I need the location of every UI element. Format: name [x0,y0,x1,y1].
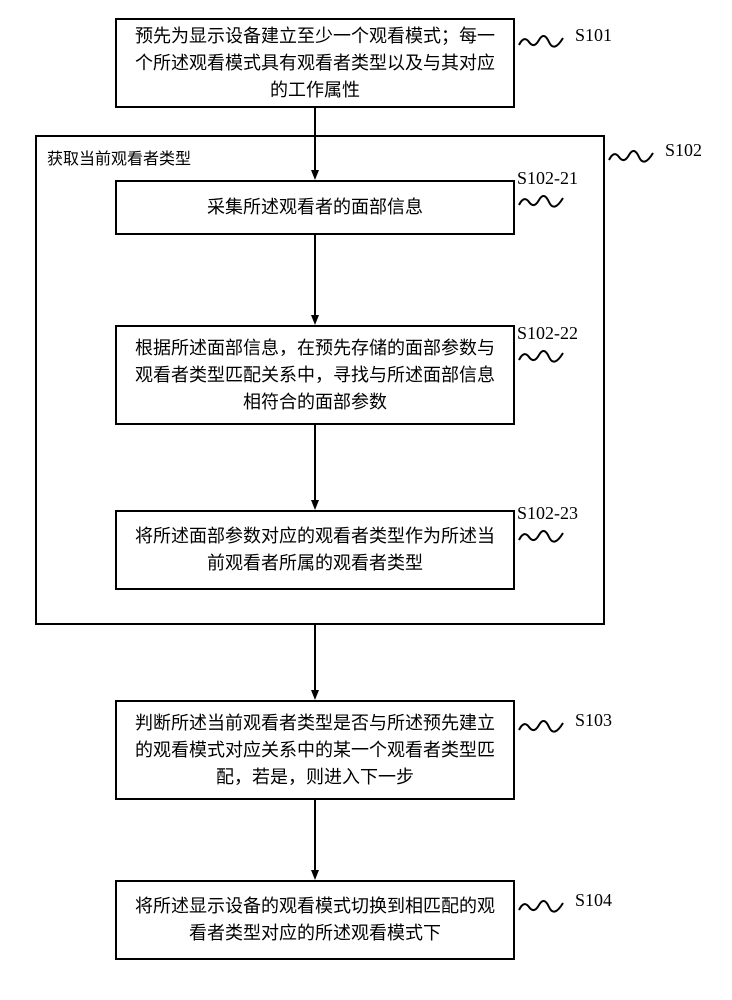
node-s104-text: 将所述显示设备的观看模式切换到相匹配的观看者类型对应的所述观看模式下 [131,893,499,947]
squiggle-s103 [517,715,567,735]
label-s103: S103 [575,710,612,731]
arrow-s102-22-s102-23 [311,425,319,510]
node-s103-text: 判断所述当前观看者类型是否与所述预先建立的观看模式对应关系中的某一个观看者类型匹… [131,710,499,791]
label-s102: S102 [665,140,702,161]
label-s101: S101 [575,25,612,46]
label-s102-23: S102-23 [517,503,578,524]
node-s102-22: 根据所述面部信息，在预先存储的面部参数与观看者类型匹配关系中，寻找与所述面部信息… [115,325,515,425]
node-s102-22-text: 根据所述面部信息，在预先存储的面部参数与观看者类型匹配关系中，寻找与所述面部信息… [131,335,499,416]
squiggle-s102-21 [517,190,567,210]
arrow-s101-s102-21 [311,108,319,180]
arrow-s102-21-s102-22 [311,235,319,325]
node-s102-21-text: 采集所述观看者的面部信息 [207,194,423,221]
squiggle-s102 [607,145,657,165]
arrow-s102-s103 [311,625,319,700]
node-s101-text: 预先为显示设备建立至少一个观看模式；每一个所述观看模式具有观看者类型以及与其对应… [131,23,499,104]
label-s102-22: S102-22 [517,323,578,344]
node-s102-21: 采集所述观看者的面部信息 [115,180,515,235]
node-s102-23: 将所述面部参数对应的观看者类型作为所述当前观看者所属的观看者类型 [115,510,515,590]
node-s103: 判断所述当前观看者类型是否与所述预先建立的观看模式对应关系中的某一个观看者类型匹… [115,700,515,800]
squiggle-s104 [517,895,567,915]
squiggle-s101 [517,30,567,50]
label-s102-21: S102-21 [517,168,578,189]
node-s102-23-text: 将所述面部参数对应的观看者类型作为所述当前观看者所属的观看者类型 [131,523,499,577]
arrow-s103-s104 [311,800,319,880]
squiggle-s102-22 [517,345,567,365]
container-s102-title: 获取当前观看者类型 [47,145,191,169]
node-s101: 预先为显示设备建立至少一个观看模式；每一个所述观看模式具有观看者类型以及与其对应… [115,18,515,108]
squiggle-s102-23 [517,525,567,545]
label-s104: S104 [575,890,612,911]
node-s104: 将所述显示设备的观看模式切换到相匹配的观看者类型对应的所述观看模式下 [115,880,515,960]
